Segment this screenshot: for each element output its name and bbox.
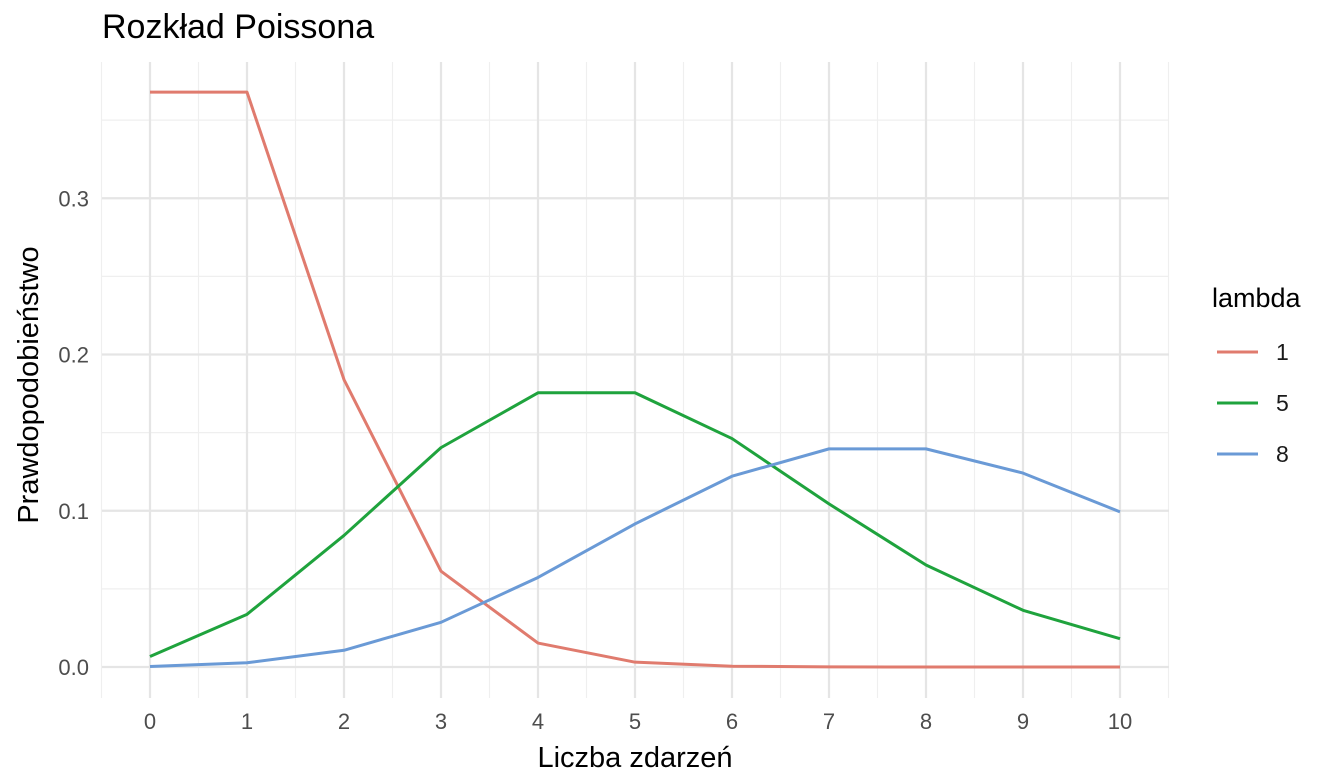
y-tick-label: 0.0: [58, 655, 89, 680]
x-axis-title: Liczba zdarzeń: [537, 742, 732, 774]
y-tick-label: 0.2: [58, 343, 89, 368]
legend-label: 1: [1276, 339, 1289, 365]
legend-item-lambda-8: 8: [1217, 441, 1289, 467]
y-axis-ticks: 0.0 0.1 0.2 0.3: [58, 186, 89, 680]
x-tick-label: 5: [629, 709, 641, 734]
legend-item-lambda-5: 5: [1217, 390, 1289, 416]
y-axis-title: Prawdopodobieństwo: [13, 246, 45, 523]
x-tick-label: 7: [823, 709, 835, 734]
x-tick-label: 8: [920, 709, 932, 734]
legend-title: lambda: [1212, 283, 1302, 313]
legend-items: 1 5 8: [1217, 339, 1289, 467]
x-tick-label: 6: [726, 709, 738, 734]
y-tick-label: 0.1: [58, 499, 89, 524]
series-line-lambda-1: [150, 90, 1120, 669]
x-tick-label: 0: [144, 709, 156, 734]
series-line-lambda-5: [149, 391, 1121, 658]
chart-title: Rozkład Poissona: [102, 8, 374, 46]
x-tick-label: 2: [338, 709, 350, 734]
x-tick-label: 4: [532, 709, 544, 734]
legend-label: 5: [1276, 390, 1289, 416]
x-tick-label: 3: [435, 709, 447, 734]
x-tick-label: 9: [1017, 709, 1029, 734]
y-tick-label: 0.3: [58, 186, 89, 211]
series-line-lambda-8: [149, 447, 1121, 669]
x-tick-label: 1: [241, 709, 253, 734]
series-lines: [149, 90, 1121, 669]
x-axis-ticks: 0 1 2 3 4 5 6 7 8 9 10: [144, 709, 1132, 734]
legend-item-lambda-1: 1: [1217, 339, 1289, 365]
legend: lambda 1 5 8: [1212, 283, 1302, 467]
grid: [100, 62, 1170, 698]
x-tick-label: 10: [1108, 709, 1132, 734]
legend-label: 8: [1276, 441, 1289, 467]
